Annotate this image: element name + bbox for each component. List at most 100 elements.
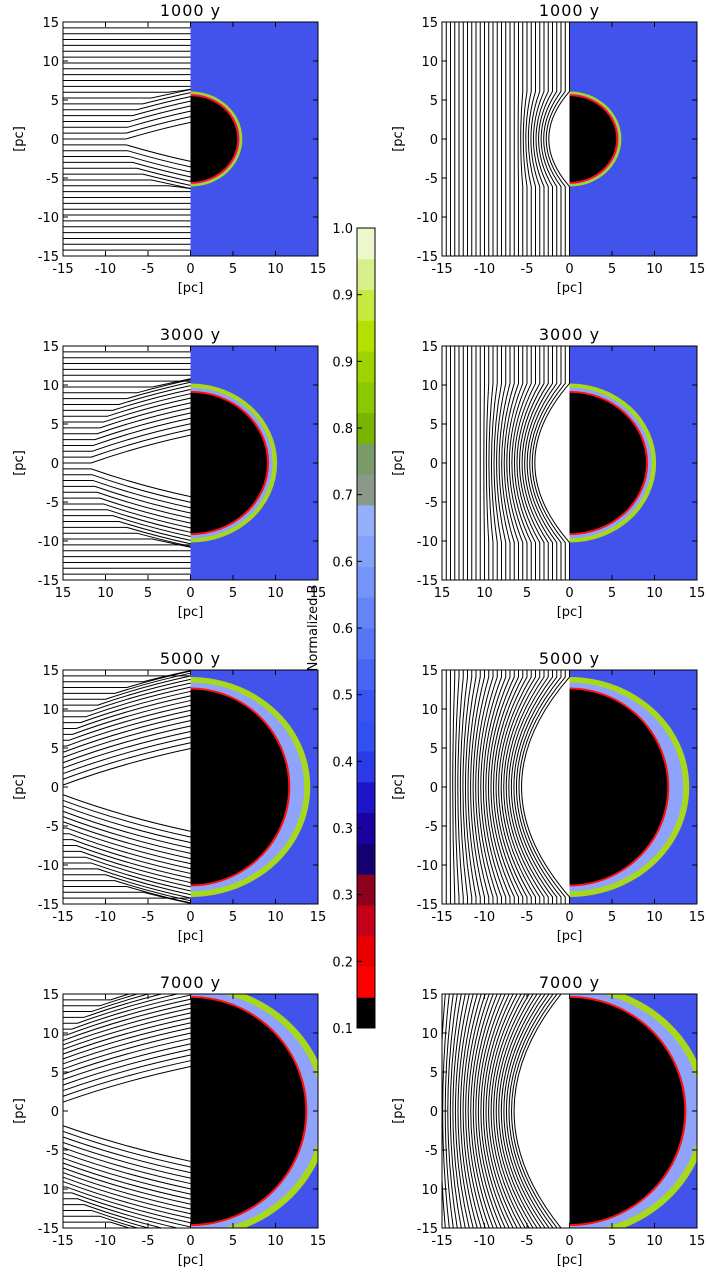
colorbar-tick-label: 0.3 — [332, 822, 353, 837]
field-line — [545, 22, 566, 256]
field-line — [447, 994, 460, 1228]
field-line — [527, 22, 536, 256]
field-line — [488, 994, 528, 1228]
field-line — [63, 1157, 191, 1200]
field-line — [487, 670, 515, 904]
field-line — [63, 994, 151, 1013]
field-lines — [442, 670, 570, 904]
field-line — [63, 161, 191, 178]
colorbar-swatch — [357, 781, 375, 814]
y-tick-label: -5 — [46, 172, 59, 187]
colorbar-tick-label: 0.2 — [332, 955, 353, 970]
field-line — [457, 994, 477, 1228]
field-line — [482, 670, 507, 904]
field-line — [520, 22, 524, 256]
y-tick-label: -10 — [417, 211, 438, 226]
field-line — [519, 346, 545, 580]
x-tick-label: -5 — [521, 1234, 534, 1249]
y-tick-label: 0 — [51, 133, 59, 148]
field-line — [63, 1060, 191, 1106]
field-line — [63, 521, 191, 541]
y-tick-label: -5 — [46, 820, 59, 835]
field-line — [454, 670, 460, 904]
field-line — [63, 682, 191, 712]
field-line — [533, 22, 545, 256]
y-tick-label: 15 — [42, 340, 59, 355]
x-tick-label: 5 — [229, 1234, 237, 1249]
x-tick-label: -5 — [521, 262, 534, 277]
field-line — [63, 88, 191, 93]
panel-title: 3000 y — [160, 325, 221, 344]
field-lines — [442, 994, 570, 1228]
x-tick-label: 5 — [608, 1234, 616, 1249]
y-tick-label: 15 — [42, 988, 59, 1003]
x-axis-label: [pc] — [557, 1253, 583, 1268]
y-tick-label: -15 — [38, 898, 59, 913]
field-line — [63, 1139, 191, 1185]
y-tick-label: 5 — [430, 1066, 438, 1081]
field-line — [63, 509, 191, 533]
x-tick-label: -10 — [95, 910, 116, 925]
field-line — [63, 880, 191, 902]
y-tick-label: -5 — [46, 1144, 59, 1159]
x-tick-label: 15 — [689, 262, 706, 277]
x-tick-label: 15 — [310, 586, 327, 601]
field-line — [63, 385, 191, 405]
panel-title: 7000 y — [160, 973, 221, 992]
field-line — [63, 709, 191, 747]
y-tick-label: 10 — [421, 1183, 438, 1198]
field-line — [63, 720, 191, 759]
y-tick-label: -5 — [425, 496, 438, 511]
x-tick-label: -10 — [95, 262, 116, 277]
y-tick-label: 0 — [51, 781, 59, 796]
panel-title: 5000 y — [539, 649, 600, 668]
field-line — [500, 994, 549, 1228]
panel-7: -15 -10 -5 0 5 10 15 15 10 5 0 -5 10 -15 7000 y [pc] [pc… — [12, 973, 326, 1268]
bubble-interior — [190, 96, 238, 182]
x-tick-label: 5 — [608, 586, 616, 601]
field-line — [505, 994, 558, 1228]
field-line — [524, 346, 553, 580]
y-tick-label: 10 — [421, 703, 438, 718]
colorbar-tick-label: 0.1 — [332, 1022, 353, 1037]
x-tick-label: 10 — [267, 1234, 284, 1249]
field-line — [63, 798, 191, 838]
field-line — [495, 670, 528, 904]
field-line — [63, 1169, 191, 1210]
x-tick-label: 15 — [689, 586, 706, 601]
x-tick-label: 15 — [689, 1234, 706, 1249]
x-tick-label: 10 — [646, 586, 663, 601]
panel-title: 1000 y — [160, 1, 221, 20]
colorbar-tick-label: 0.8 — [332, 422, 353, 437]
field-line — [63, 700, 191, 735]
y-tick-label: 0 — [51, 1105, 59, 1120]
colorbar-swatch — [357, 843, 375, 875]
field-line — [490, 994, 532, 1228]
field-line — [63, 1128, 191, 1174]
colorbar-swatch — [357, 720, 375, 752]
field-line — [63, 1037, 191, 1083]
field-line — [467, 670, 481, 904]
colorbar-tick-label: 0.6 — [332, 622, 353, 637]
colorbar: 0.1 0.2 0.3 0.3 0.4 0.5 0.6 0.6 0.7 0.8 0.9 0.9 1.0 N… — [306, 222, 376, 1037]
field-line — [516, 670, 562, 904]
field-line — [530, 22, 541, 256]
x-tick-label: 0 — [186, 910, 194, 925]
colorbar-swatch — [357, 904, 375, 937]
panel-title: 1000 y — [539, 1, 600, 20]
colorbar-swatch — [357, 874, 375, 906]
field-line — [63, 503, 191, 529]
field-line — [63, 1145, 191, 1190]
y-tick-label: -10 — [38, 535, 59, 550]
field-line — [521, 670, 570, 904]
x-tick-label: 15 — [55, 586, 72, 601]
x-tick-label: 15 — [310, 262, 327, 277]
panel-4: 15 10 5 0 5 10 15 15 10 5 0 -5 -10 -15 3000 y [pc] [pc] — [391, 325, 705, 620]
y-tick-label: -5 — [425, 1144, 438, 1159]
y-axis-label: [pc] — [12, 126, 27, 152]
field-line — [508, 670, 549, 904]
field-line — [485, 346, 490, 580]
field-line — [526, 346, 558, 580]
colorbar-swatch — [357, 289, 375, 321]
